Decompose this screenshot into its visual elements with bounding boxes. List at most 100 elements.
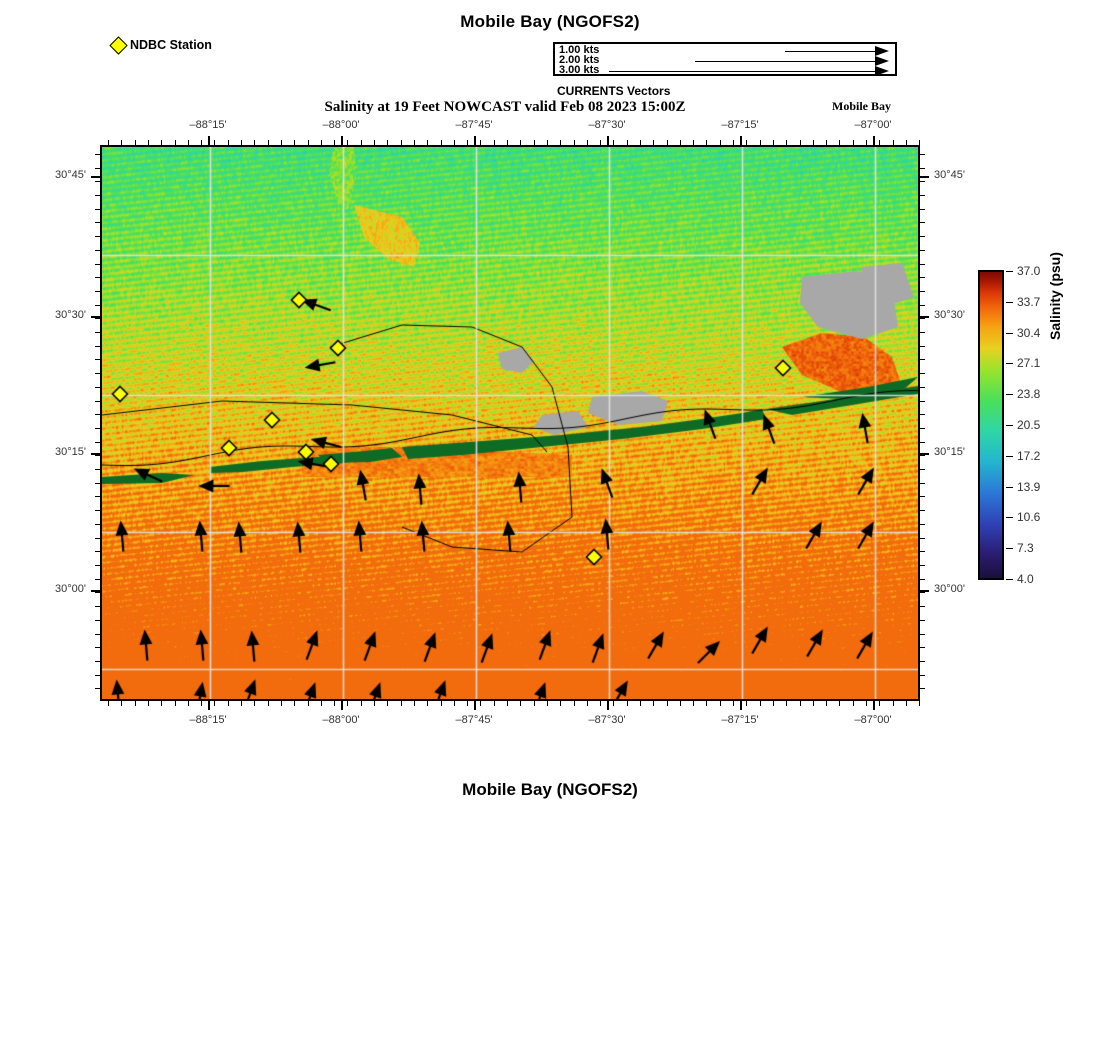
lon-minor-tick [294, 701, 295, 706]
lon-minor-tick [906, 140, 907, 145]
lat-major-tick [91, 590, 100, 592]
lon-minor-tick [361, 701, 362, 706]
lon-minor-tick [906, 701, 907, 706]
lat-minor-tick [920, 634, 925, 635]
lon-major-tick [873, 701, 875, 710]
lon-minor-tick [188, 701, 189, 706]
lat-minor-tick [920, 606, 925, 607]
lon-axis-label: ‒87°30' [588, 714, 626, 726]
lon-minor-tick [334, 701, 335, 706]
colorbar-tick-label: 33.7 [1017, 295, 1041, 309]
lat-minor-tick [95, 359, 100, 360]
lon-minor-tick [879, 701, 880, 706]
lat-minor-tick [95, 414, 100, 415]
lon-minor-tick [507, 701, 508, 706]
colorbar-tick [1006, 363, 1013, 364]
lon-major-tick [607, 136, 609, 145]
lon-major-tick [474, 701, 476, 710]
lon-minor-tick [853, 701, 854, 706]
lat-major-tick [920, 590, 929, 592]
lon-minor-tick [853, 140, 854, 145]
lon-minor-tick [361, 140, 362, 145]
map-subtitle: Salinity at 19 Feet NOWCAST valid Feb 08… [324, 99, 686, 115]
lat-minor-tick [920, 524, 925, 525]
lon-minor-tick [321, 701, 322, 706]
colorbar-tick [1006, 548, 1013, 549]
colorbar-tick [1006, 487, 1013, 488]
lon-major-tick [341, 701, 343, 710]
vector-key-shaft [695, 61, 875, 62]
lat-minor-tick [95, 277, 100, 278]
colorbar-gradient [978, 270, 1004, 580]
lon-minor-tick [667, 140, 668, 145]
lon-minor-tick [547, 140, 548, 145]
colorbar-tick [1006, 517, 1013, 518]
lon-minor-tick [760, 701, 761, 706]
lat-axis-label: 30°15' [934, 446, 965, 458]
lat-minor-tick [920, 510, 925, 511]
lat-axis-label: 30°45' [934, 169, 965, 181]
lon-minor-tick [813, 701, 814, 706]
lon-minor-tick [627, 140, 628, 145]
lon-axis-label: ‒88°00' [322, 119, 360, 131]
lat-axis-label: 30°30' [55, 309, 86, 321]
page-title: Mobile Bay (NGOFS2) [460, 12, 640, 31]
lon-minor-tick [347, 701, 348, 706]
vector-key-row: 2.00 kts [555, 55, 895, 67]
lon-minor-tick [175, 701, 176, 706]
lon-minor-tick [121, 701, 122, 706]
lon-axis-label: ‒88°15' [189, 714, 227, 726]
lat-minor-tick [95, 524, 100, 525]
map-plot-area[interactable] [100, 145, 920, 701]
lat-minor-tick [920, 579, 925, 580]
lon-minor-tick [613, 701, 614, 706]
lat-minor-tick [95, 401, 100, 402]
lon-minor-tick [574, 701, 575, 706]
lat-minor-tick [920, 277, 925, 278]
lon-minor-tick [733, 701, 734, 706]
lon-axis-label: ‒88°00' [322, 714, 360, 726]
lon-minor-tick [746, 701, 747, 706]
lat-major-tick [91, 316, 100, 318]
lon-minor-tick [547, 701, 548, 706]
vector-key-arrowhead [875, 46, 889, 56]
lat-minor-tick [920, 168, 925, 169]
lat-minor-tick [95, 195, 100, 196]
lon-minor-tick [188, 140, 189, 145]
lon-minor-tick [733, 140, 734, 145]
lon-minor-tick [653, 701, 654, 706]
lon-axis-label: ‒87°30' [588, 119, 626, 131]
lon-minor-tick [121, 140, 122, 145]
footer-title: Mobile Bay (NGOFS2) [462, 780, 638, 799]
lon-minor-tick [214, 701, 215, 706]
lon-minor-tick [653, 140, 654, 145]
lon-minor-tick [108, 140, 109, 145]
lat-axis-label: 30°00' [934, 583, 965, 595]
colorbar-tick-label: 27.1 [1017, 356, 1041, 370]
lon-minor-tick [760, 140, 761, 145]
colorbar-tick-label: 13.9 [1017, 480, 1041, 494]
vector-key-shaft [609, 71, 875, 72]
lon-minor-tick [839, 140, 840, 145]
lat-major-tick [920, 316, 929, 318]
lat-minor-tick [920, 414, 925, 415]
lon-minor-tick [148, 701, 149, 706]
lon-minor-tick [414, 701, 415, 706]
lon-minor-tick [254, 701, 255, 706]
lon-minor-tick [480, 140, 481, 145]
lon-minor-tick [467, 701, 468, 706]
diamond-station-icon [109, 35, 128, 55]
lon-minor-tick [308, 140, 309, 145]
lon-major-tick [208, 136, 210, 145]
lon-major-tick [341, 136, 343, 145]
lat-minor-tick [95, 620, 100, 621]
ndbc-station-legend-label: NDBC Station [130, 38, 212, 52]
vector-key-shaft [785, 51, 875, 52]
lat-minor-tick [920, 455, 925, 456]
lat-major-tick [91, 176, 100, 178]
lon-minor-tick [347, 140, 348, 145]
lon-minor-tick [454, 701, 455, 706]
colorbar-tick-label: 4.0 [1017, 572, 1034, 586]
colorbar-tick-label: 20.5 [1017, 418, 1041, 432]
lon-minor-tick [228, 140, 229, 145]
